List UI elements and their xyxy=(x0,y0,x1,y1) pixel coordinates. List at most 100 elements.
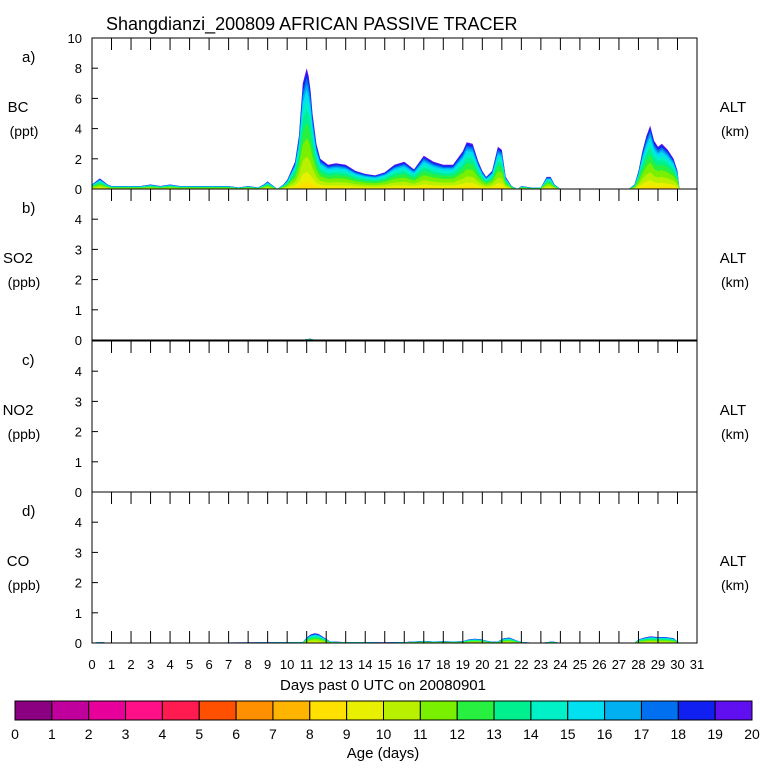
panel-d-area-age-16 xyxy=(92,634,680,643)
colorbar-swatch-1 xyxy=(51,700,90,721)
panel-d-area-age-19 xyxy=(92,633,680,643)
x-tick-label-1: 1 xyxy=(108,657,115,672)
colorbar-swatch-11 xyxy=(419,700,458,721)
panel-b-frame xyxy=(91,188,698,341)
colorbar-label: Age (days) xyxy=(347,745,420,762)
x-tick-label-4: 4 xyxy=(166,657,173,672)
colorbar-swatch-9 xyxy=(346,700,384,721)
panel-a-unit: (ppt) xyxy=(10,123,39,139)
colorbar-tick-20: 20 xyxy=(744,726,760,742)
x-tick-label-31: 31 xyxy=(690,657,704,672)
colorbar-swatch-17 xyxy=(640,700,679,721)
colorbar-swatch-19 xyxy=(714,700,753,721)
colorbar-tick-7: 7 xyxy=(269,726,277,742)
panel-a-ytick-label-4: 8 xyxy=(75,61,82,76)
panel-b-ytick-label-3: 3 xyxy=(75,242,82,257)
panel-b-ytick-label-2: 2 xyxy=(75,273,82,288)
panel-d-ytick-label-4: 4 xyxy=(75,515,82,530)
panel-b-alt-label: ALT xyxy=(720,250,746,267)
panel-d-letter: d) xyxy=(22,503,35,520)
x-tick-label-10: 10 xyxy=(280,657,294,672)
x-tick-label-5: 5 xyxy=(186,657,193,672)
panel-d-area-age-13 xyxy=(92,636,680,643)
colorbar-tick-8: 8 xyxy=(306,726,314,742)
panel-c-alt-unit: (km) xyxy=(721,426,749,442)
x-tick-label-24: 24 xyxy=(553,657,567,672)
panel-a-ytick-label-2: 4 xyxy=(75,122,82,137)
panel-c-alt-label: ALT xyxy=(720,402,746,419)
x-tick-label-22: 22 xyxy=(514,657,528,672)
colorbar-tick-1: 1 xyxy=(48,726,56,742)
colorbar-swatch-10 xyxy=(383,700,421,721)
x-tick-label-27: 27 xyxy=(612,657,626,672)
chart-title: Shangdianzi_200809 AFRICAN PASSIVE TRACE… xyxy=(106,14,518,35)
colorbar-swatch-16 xyxy=(604,700,642,721)
x-tick-label-9: 9 xyxy=(264,657,271,672)
panel-d-area-age-18 xyxy=(92,633,680,643)
panel-b-unit: (ppb) xyxy=(8,274,41,290)
colorbar-swatch-5 xyxy=(198,700,237,721)
panel-b-species: SO2 xyxy=(3,250,33,267)
panel-d-area-age-14 xyxy=(92,635,680,643)
panel-b-ytick-label-4: 4 xyxy=(75,212,82,227)
colorbar-swatch-4 xyxy=(161,700,200,721)
x-tick-label-25: 25 xyxy=(573,657,587,672)
panel-a-ytick-label-1: 2 xyxy=(75,152,82,167)
panel-c-ytick-label-0: 0 xyxy=(75,485,82,500)
panel-b-ytick-label-1: 1 xyxy=(75,303,82,318)
panel-d: 0 1 2 3 4 d) CO (ppb) ALT (km) xyxy=(7,491,749,651)
colorbar-tick-0: 0 xyxy=(11,726,19,742)
x-tick-label-2: 2 xyxy=(127,657,134,672)
colorbar-tick-5: 5 xyxy=(195,726,203,742)
x-axis-label: Days past 0 UTC on 20080901 xyxy=(280,677,486,694)
colorbar-swatch-0 xyxy=(14,700,53,721)
x-tick-label-21: 21 xyxy=(495,657,509,672)
x-tick-label-17: 17 xyxy=(417,657,431,672)
panel-d-ytick-label-0: 0 xyxy=(75,636,82,651)
colorbar-swatch-14 xyxy=(530,700,569,721)
panel-d-ytick-label-2: 2 xyxy=(75,576,82,591)
x-tick-label-19: 19 xyxy=(456,657,470,672)
panel-c-ytick-label-3: 3 xyxy=(75,394,82,409)
panel-c-species: NO2 xyxy=(3,402,34,419)
colorbar-tick-4: 4 xyxy=(159,726,167,742)
panel-a-letter: a) xyxy=(22,49,35,66)
panel-b-alt-unit: (km) xyxy=(721,274,749,290)
panel-c-ytick-label-1: 1 xyxy=(75,455,82,470)
panel-a-ytick-label-5: 10 xyxy=(68,31,82,46)
colorbar-swatch-6 xyxy=(235,700,274,721)
colorbar-tick-14: 14 xyxy=(523,726,539,742)
panel-c-frame xyxy=(91,340,698,493)
panel-a-area-age-19 xyxy=(92,68,680,189)
x-tick-label-15: 15 xyxy=(378,657,392,672)
colorbar-tick-6: 6 xyxy=(232,726,240,742)
panel-d-area-age-15 xyxy=(92,635,680,643)
x-tick-label-12: 12 xyxy=(319,657,333,672)
panel-d-alt-unit: (km) xyxy=(721,577,749,593)
colorbar-tick-15: 15 xyxy=(560,726,576,742)
x-tick-label-13: 13 xyxy=(338,657,352,672)
x-tick-label-6: 6 xyxy=(205,657,212,672)
x-tick-label-14: 14 xyxy=(358,657,372,672)
panel-a-species: BC xyxy=(8,99,29,116)
panel-d-frame xyxy=(91,491,698,644)
colorbar-swatch-13 xyxy=(493,700,532,721)
colorbar-tick-16: 16 xyxy=(597,726,613,742)
x-tick-labels: 0 1 2 3 4 5 6 7 8 9 10 11 12 13 14 15 16 17 18 19 20 21 22 23 24… xyxy=(88,657,704,672)
panel-c-letter: c) xyxy=(22,352,35,369)
x-tick-label-8: 8 xyxy=(245,657,252,672)
panel-d-ytick-label-3: 3 xyxy=(75,545,82,560)
panel-d-area-age-12 xyxy=(92,637,680,643)
x-tick-label-23: 23 xyxy=(534,657,548,672)
colorbar-tick-13: 13 xyxy=(486,726,502,742)
colorbar-tick-3: 3 xyxy=(122,726,130,742)
x-tick-label-28: 28 xyxy=(631,657,645,672)
panel-b-letter: b) xyxy=(22,200,35,217)
x-tick-label-7: 7 xyxy=(225,657,232,672)
colorbar-swatch-8 xyxy=(309,700,348,721)
panel-a-alt-unit: (km) xyxy=(721,123,749,139)
colorbar-swatch-18 xyxy=(677,700,716,721)
panels: 0246810a)BC(ppt)ALT(km)01234b)SO2(ppb)AL… xyxy=(3,31,749,672)
x-tick-label-26: 26 xyxy=(592,657,606,672)
